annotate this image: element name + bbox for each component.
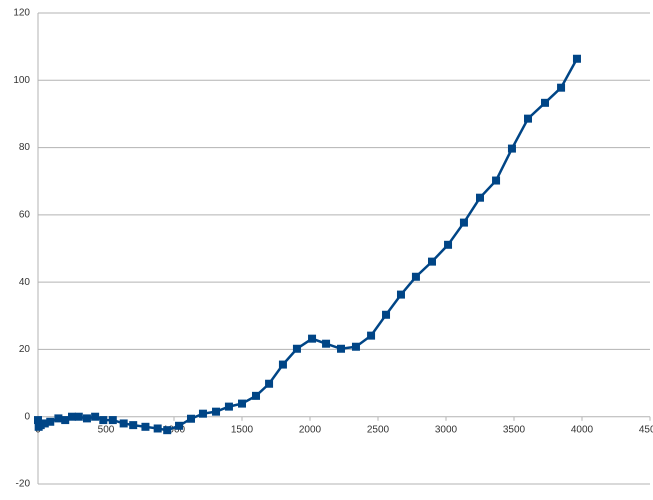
marker (175, 421, 184, 430)
marker (108, 416, 117, 425)
marker (36, 421, 45, 430)
marker (141, 422, 150, 431)
marker (99, 416, 108, 425)
y-tick-label: 100 (13, 75, 30, 86)
marker (54, 414, 63, 423)
marker (119, 419, 128, 428)
marker (224, 402, 233, 411)
marker (74, 412, 83, 421)
x-tick-label: 4500 (639, 424, 653, 435)
marker (396, 290, 405, 299)
x-tick-label: 2500 (367, 424, 390, 435)
marker (265, 379, 274, 388)
marker (459, 218, 468, 227)
marker (187, 414, 195, 423)
marker (40, 419, 49, 428)
marker (427, 257, 436, 266)
marker (557, 83, 566, 92)
x-tick-label: 500 (98, 424, 115, 435)
line (36, 58, 579, 432)
marker (129, 421, 138, 430)
marker (507, 144, 516, 153)
marker (524, 114, 533, 123)
marker (572, 54, 581, 63)
y-tick-label: 60 (19, 209, 31, 220)
x-tick-label: 3000 (435, 424, 458, 435)
marker (367, 331, 376, 340)
x-tick-label: 1500 (231, 424, 254, 435)
marker (278, 360, 287, 369)
x-tick-label: 3500 (503, 424, 526, 435)
y-tick-label: 80 (19, 142, 31, 153)
marker (492, 176, 501, 185)
y-tick-label: 0 (24, 411, 30, 422)
marker (82, 414, 91, 423)
x-tick-label: 2000 (299, 424, 322, 435)
marker (382, 310, 391, 319)
marker (292, 344, 301, 353)
marker (252, 391, 261, 400)
marker (153, 424, 162, 433)
marker (61, 416, 70, 425)
marker (337, 344, 346, 353)
marker (322, 339, 331, 348)
x-tick-label: 1000 (163, 424, 186, 435)
marker (91, 412, 100, 421)
marker (444, 240, 453, 249)
marker (198, 409, 207, 418)
marker (308, 334, 317, 343)
marker (351, 342, 360, 351)
marker (476, 193, 484, 202)
marker (46, 417, 55, 426)
y-tick-label: 20 (19, 344, 31, 355)
y-tick-label: -20 (16, 479, 31, 490)
marker (541, 98, 550, 107)
marker (68, 412, 76, 421)
y-tick-label: 120 (13, 8, 30, 19)
x-tick-label: 4000 (571, 424, 594, 435)
y-tick-label: 40 (19, 277, 31, 288)
marker (34, 416, 42, 425)
marker (163, 426, 172, 435)
marker (238, 399, 246, 408)
marker (212, 407, 221, 416)
marker (411, 272, 420, 281)
